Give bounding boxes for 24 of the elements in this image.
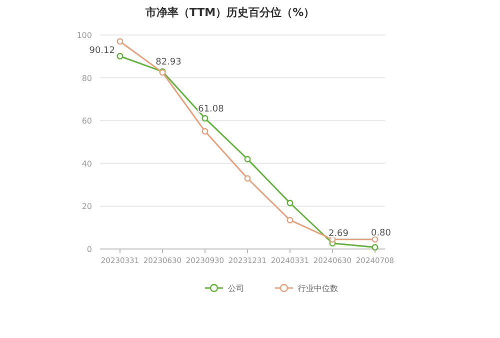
data-label: 82.93	[156, 58, 182, 68]
point	[244, 156, 251, 162]
y-tick-label: 100	[76, 31, 92, 40]
point	[202, 115, 208, 122]
data-label: 2.69	[328, 229, 349, 240]
point	[116, 52, 124, 60]
data-label: 61.08	[198, 104, 224, 114]
point	[244, 175, 251, 182]
legend-label: 行业中位数	[298, 284, 338, 293]
y-tick-label: 20	[82, 202, 92, 212]
data-label: 0.80	[370, 228, 392, 238]
y-tick-label: 80	[82, 74, 92, 83]
point	[202, 128, 208, 135]
y-tick-label: 60	[82, 116, 92, 126]
point	[116, 38, 124, 45]
point	[372, 244, 378, 251]
data-label: 90.12	[89, 46, 115, 56]
point	[286, 200, 294, 206]
y-tick-label: 0	[86, 245, 92, 254]
y-tick-label: 40	[82, 159, 92, 168]
chart-title: 市净率（TTM）历史百分位（%）	[144, 6, 315, 19]
point	[286, 216, 294, 224]
point	[372, 236, 378, 243]
legend-label: 公司	[228, 284, 244, 293]
